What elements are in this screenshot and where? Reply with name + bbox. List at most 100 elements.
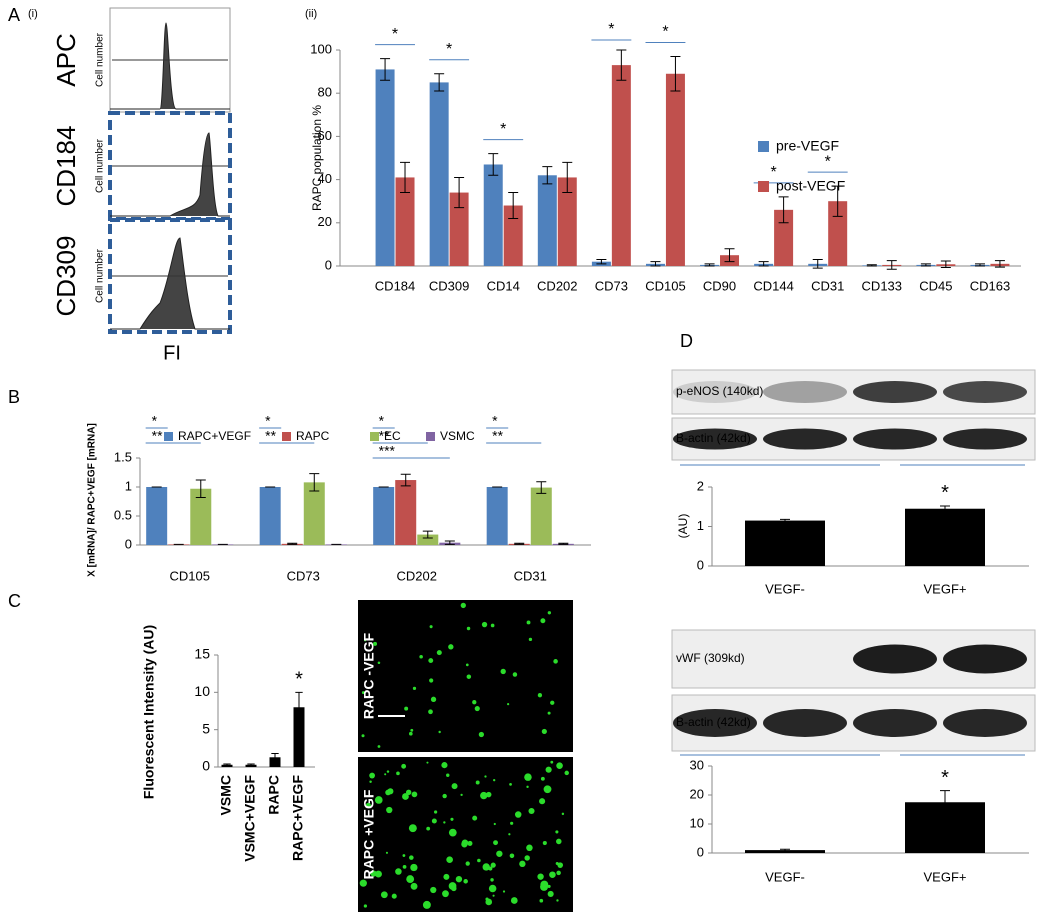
y-tick-label: 40 — [318, 171, 332, 186]
x-tick-label: CD202 — [537, 278, 577, 293]
bar — [745, 850, 825, 853]
error-bar — [616, 49, 627, 81]
cell-dot — [359, 879, 367, 887]
error-bar — [309, 473, 320, 492]
error-bar — [596, 259, 607, 265]
histogram-y-label: Cell number — [95, 248, 106, 303]
x-tick-label: CD105 — [170, 568, 210, 583]
error-bar — [295, 691, 303, 723]
error-bar — [812, 259, 823, 269]
y-tick-label: 1.5 — [114, 449, 132, 464]
y-tick-label: 0.5 — [114, 507, 132, 522]
cell-dot — [465, 861, 470, 866]
cell-dot — [391, 893, 397, 899]
significance-star: ** — [152, 428, 163, 444]
error-bar — [994, 260, 1005, 268]
bar — [828, 201, 848, 266]
bar — [259, 487, 281, 545]
cell-dot — [480, 791, 488, 800]
cell-dot — [545, 785, 549, 789]
y-tick-label: 10 — [194, 683, 210, 699]
cell-dot — [466, 626, 471, 631]
significance-star: * — [446, 41, 452, 58]
cell-dot — [370, 871, 375, 876]
cell-dot — [481, 621, 488, 628]
blot-band — [853, 709, 937, 737]
cell-dot — [365, 802, 371, 808]
cell-dot — [484, 775, 487, 778]
legend-swatch — [758, 181, 769, 192]
significance-star: *** — [379, 443, 396, 459]
cell-dot — [478, 731, 485, 738]
significance-star: * — [295, 669, 303, 691]
x-tick-label: CD31 — [811, 278, 844, 293]
bar — [530, 487, 552, 545]
error-bar — [444, 540, 455, 545]
y-tick-label: 20 — [318, 214, 332, 229]
cell-dot — [409, 855, 414, 860]
cell-dot — [402, 854, 406, 857]
legend-swatch — [758, 141, 769, 152]
error-bar — [670, 55, 681, 92]
cell-dot — [493, 779, 496, 782]
significance-star: ** — [379, 428, 390, 444]
panel-label: (ii) — [305, 8, 317, 20]
significance-star: * — [662, 24, 668, 41]
cell-dot — [490, 878, 494, 882]
histogram-peak — [110, 22, 230, 110]
significance-star: * — [771, 164, 777, 181]
bar — [373, 487, 395, 545]
error-bar — [780, 848, 790, 852]
cell-dot — [408, 731, 413, 736]
cell-dot — [430, 886, 437, 894]
bar — [745, 520, 825, 566]
bar — [375, 69, 395, 266]
bar — [269, 757, 281, 767]
y-axis-label: X [mRNA]/ RAPC+VEGF [mRNA] — [87, 423, 98, 577]
legend-swatch — [282, 432, 291, 441]
significance-star: * — [392, 26, 398, 43]
bar — [303, 482, 325, 545]
panel-label: B — [8, 387, 20, 407]
cell-dot — [547, 884, 551, 889]
blot-band — [943, 428, 1027, 450]
blot-label: vWF (309kd) — [676, 651, 745, 665]
error-bar — [454, 176, 465, 209]
blot-band — [943, 644, 1027, 674]
x-tick-label: RAPC — [266, 775, 282, 815]
error-bar — [514, 542, 525, 545]
cell-dot — [361, 734, 365, 738]
cell-dot — [547, 711, 551, 715]
x-tick-label: CD105 — [645, 278, 685, 293]
image-label: RAPC -VEGF — [361, 632, 377, 719]
cell-dot — [550, 760, 554, 764]
cell-dot — [402, 793, 409, 800]
cell-dot — [537, 873, 544, 880]
bar — [417, 534, 439, 545]
blot-band — [673, 381, 757, 403]
x-tick-label: VEGF+ — [924, 581, 967, 596]
significance-star: * — [941, 767, 949, 789]
cell-dot — [429, 678, 434, 683]
significance-star: * — [500, 121, 506, 138]
y-tick-label: 10 — [690, 815, 704, 830]
cell-dot — [509, 783, 512, 786]
cell-dot — [442, 793, 447, 799]
bar — [905, 508, 985, 566]
x-tick-label: CD90 — [703, 278, 736, 293]
y-tick-label: 20 — [690, 786, 704, 801]
error-bar — [536, 481, 547, 494]
x-tick-label: CD31 — [514, 568, 547, 583]
error-bar — [562, 161, 573, 194]
error-bar — [488, 153, 499, 176]
bar — [557, 177, 577, 266]
cell-dot — [461, 841, 468, 848]
cell-dot — [430, 696, 437, 703]
y-tick-label: 1 — [697, 518, 704, 533]
cell-dot — [477, 858, 481, 863]
x-tick-label: CD309 — [429, 278, 469, 293]
bar — [395, 480, 417, 545]
bar — [537, 175, 557, 266]
significance-star: * — [265, 413, 271, 429]
cell-dot — [492, 894, 495, 897]
